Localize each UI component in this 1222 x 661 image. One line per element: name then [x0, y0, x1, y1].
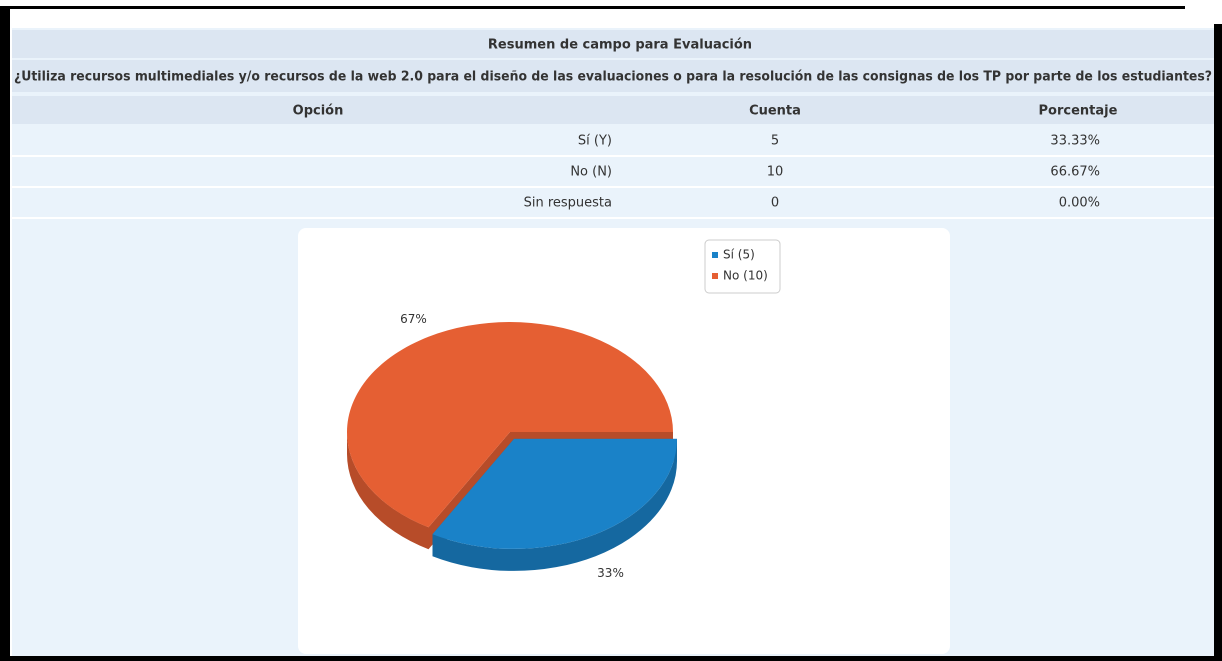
percent-cell: 66.67%	[1050, 165, 1100, 180]
legend-label: No (10)	[723, 269, 768, 283]
option-cell: Sí (Y)	[578, 134, 612, 149]
count-cell: 5	[771, 134, 779, 149]
slice-label: 33%	[597, 566, 624, 580]
table-row	[12, 157, 1214, 186]
legend-swatch	[712, 273, 718, 279]
table-row	[12, 188, 1214, 217]
percent-cell: 0.00%	[1059, 196, 1100, 211]
question: ¿Utiliza recursos multimediales y/o recu…	[14, 70, 1212, 85]
column-header: Porcentaje	[1039, 104, 1118, 119]
slice	[432, 438, 677, 549]
slice-side	[432, 438, 678, 571]
table-row	[12, 126, 1214, 155]
column-header: Cuenta	[749, 104, 801, 119]
question-row	[12, 60, 1214, 92]
frame-top	[0, 6, 1185, 9]
legend-box	[704, 239, 781, 294]
percent-cell: 33.33%	[1050, 134, 1100, 149]
count-cell: 0	[771, 196, 779, 211]
slice	[347, 322, 673, 528]
option-cell: Sin respuesta	[524, 196, 612, 211]
legend-swatch	[712, 252, 718, 258]
frame-bottom	[0, 656, 1222, 661]
slice-side	[347, 432, 429, 550]
count-cell: 10	[767, 165, 784, 180]
header-row	[12, 96, 1214, 124]
title-row	[12, 30, 1214, 58]
column-header: Opción	[293, 104, 344, 119]
option-cell: No (N)	[570, 165, 612, 180]
frame-right	[1214, 24, 1222, 661]
frame-left	[0, 6, 10, 661]
table-title: Resumen de campo para Evaluación	[488, 38, 752, 53]
legend-label: Sí (5)	[723, 248, 755, 262]
slice-label: 67%	[400, 312, 427, 326]
